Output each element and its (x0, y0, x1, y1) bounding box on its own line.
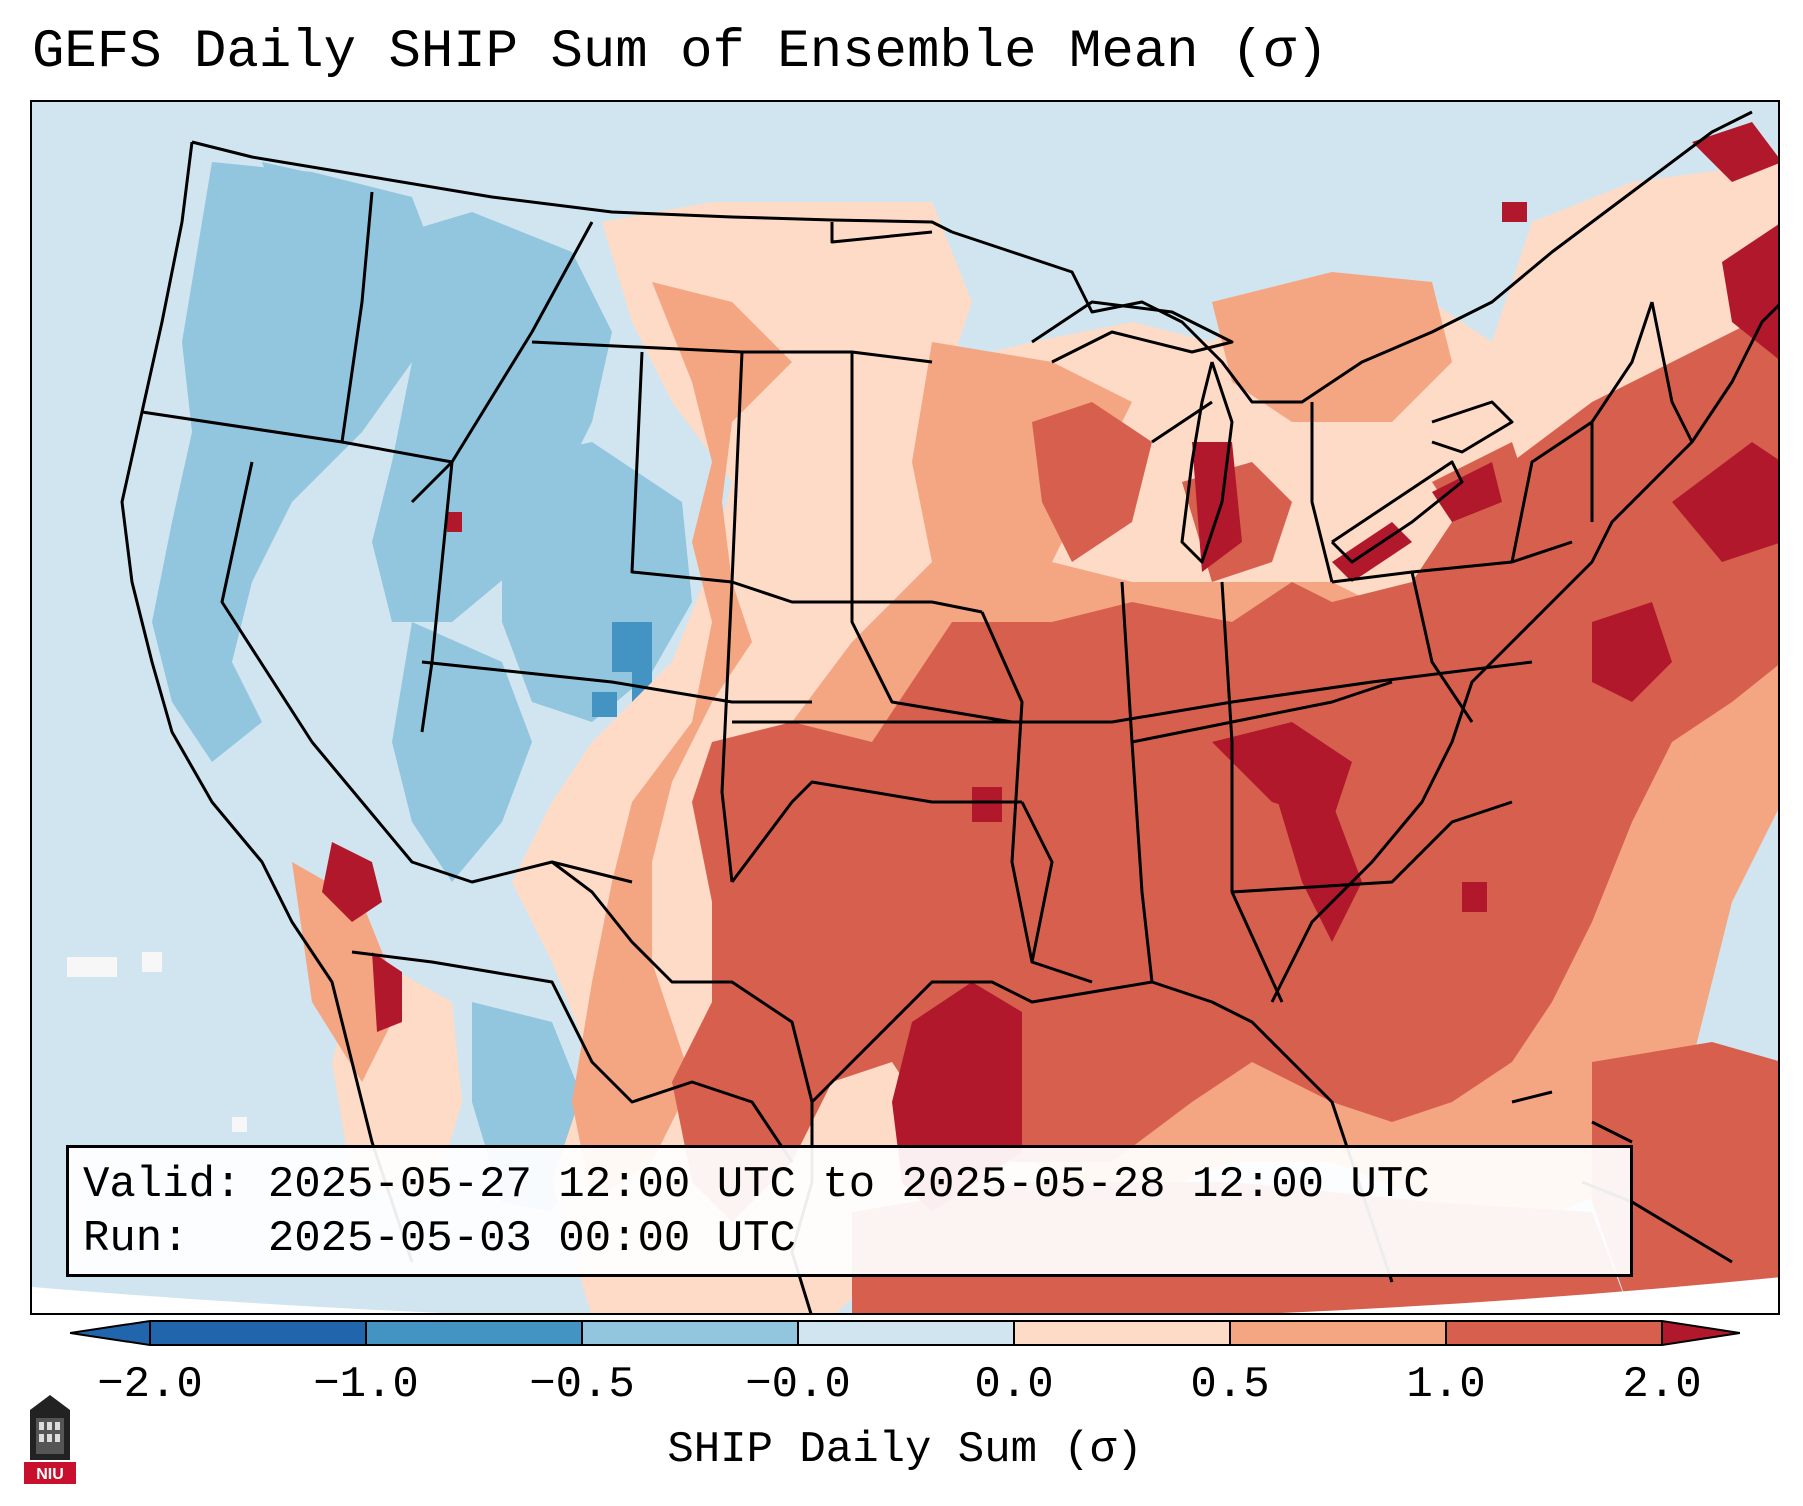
colorbar-bin-6 (1230, 1321, 1446, 1345)
valid-row: Valid: 2025-05-27 12:00 UTC to 2025-05-2… (83, 1158, 1616, 1212)
map-title: GEFS Daily SHIP Sum of Ensemble Mean (σ) (32, 22, 1329, 83)
field-map (32, 102, 1778, 1313)
colorbar (70, 1320, 1740, 1346)
run-value: 2025-05-03 00:00 UTC (267, 1214, 796, 1264)
colorbar-tick: 0.0 (974, 1360, 1054, 1410)
university-tower-icon: NIU (24, 1395, 76, 1484)
colorbar-bin-3 (582, 1321, 798, 1345)
valid-run-box: Valid: 2025-05-27 12:00 UTC to 2025-05-2… (66, 1145, 1633, 1277)
colorbar-tick: −2.0 (97, 1360, 203, 1410)
colorbar-tick: 2.0 (1622, 1360, 1702, 1410)
colorbar-label: SHIP Daily Sum (σ) (667, 1425, 1143, 1475)
colorbar-tick: −1.0 (313, 1360, 419, 1410)
colorbar-bin-5 (1014, 1321, 1230, 1345)
valid-value: 2025-05-27 12:00 UTC to 2025-05-28 12:00… (267, 1160, 1430, 1210)
field-neg-strong (592, 622, 652, 717)
colorbar-tick: −0.5 (529, 1360, 635, 1410)
colorbar-bin-1 (150, 1321, 366, 1345)
run-row: Run: 2025-05-03 00:00 UTC (83, 1212, 1616, 1266)
colorbar-tick: 1.0 (1406, 1360, 1486, 1410)
valid-label: Valid: (83, 1160, 242, 1210)
domain-edge (32, 1277, 1778, 1313)
colorbar-bin-2 (366, 1321, 582, 1345)
colorbar-bin-4 (798, 1321, 1014, 1345)
field-pos-extreme (322, 122, 1778, 1212)
colorbar-bin-7 (1446, 1321, 1662, 1345)
map-panel (30, 100, 1780, 1315)
colorbar-extend-low (70, 1321, 150, 1345)
logo-text: NIU (36, 1466, 64, 1483)
colorbar-tick: −0.0 (745, 1360, 851, 1410)
field-near-zero (67, 952, 247, 1132)
colorbar-tick: 0.5 (1190, 1360, 1270, 1410)
colorbar-extend-high (1662, 1321, 1740, 1345)
run-label: Run: (83, 1214, 189, 1264)
boundaries (120, 110, 1778, 1313)
